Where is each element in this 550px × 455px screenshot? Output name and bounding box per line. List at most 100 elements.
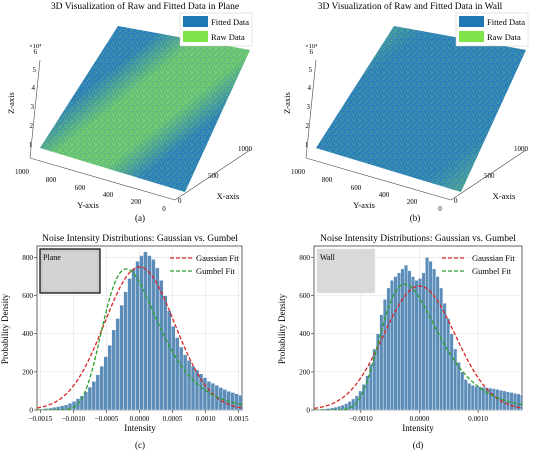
panel-b-caption: (b): [410, 213, 421, 223]
panel-b-y-tick: 1000: [291, 168, 306, 176]
panel-c-inset-label: Plane: [43, 253, 61, 262]
panel-a-z-tick: 1: [29, 141, 33, 149]
panel-b-y-tick: 400: [379, 191, 390, 199]
panel-a-caption: (a): [135, 213, 145, 223]
panel-c-y-tick-label: 0: [29, 407, 33, 415]
panel-b-x-tick: 1000: [514, 145, 529, 153]
panel-c-legend-label-gumbel: Gumbel Fit: [196, 266, 236, 276]
panel-d-bar: [463, 379, 468, 410]
panel-d-bar: [393, 276, 398, 410]
panel-c-y-tick-label: 800: [22, 254, 33, 262]
panel-d-inset-photo: [316, 248, 376, 294]
panel-a-legend: Fitted Data Raw Data: [179, 12, 253, 47]
panel-b-y-tick: 0: [438, 205, 442, 213]
panel-d: Noise Intensity Distributions: Gaussian …: [277, 234, 528, 450]
panel-c-curve-gumbel: [37, 268, 242, 410]
panel-d-bar: [520, 394, 522, 410]
panel-d-curves: [314, 283, 522, 410]
panel-c-bar: [171, 325, 176, 410]
panel-d-bar: [347, 401, 352, 410]
panel-c-x-tick-label: −0.0005: [95, 415, 119, 423]
panel-d-y-ticks: 0 200 400 600 800: [299, 254, 314, 415]
panel-c-ylabel: Probability Density: [0, 293, 10, 364]
panel-a-legend-swatch-raw: [183, 31, 208, 42]
panel-c-bar: [151, 259, 156, 410]
panel-c-legend: Gaussian Fit Gumbel Fit: [170, 253, 239, 276]
panel-a-title: 3D Visualization of Raw and Fitted Data …: [51, 1, 239, 12]
panel-a-z-ticks: 1 2 3 4 5 6: [29, 48, 38, 149]
panel-c-bar: [147, 255, 152, 410]
panel-a-z-tick: 3: [31, 103, 35, 111]
panel-d-bar: [411, 276, 415, 410]
panel-a-plane: [40, 26, 250, 192]
panel-c-title: Noise Intensity Distributions: Gaussian …: [42, 234, 238, 244]
panel-d-bar: [491, 388, 496, 410]
panel-d-legend-label-gaussian: Gaussian Fit: [472, 253, 515, 263]
panel-d-bar: [509, 392, 514, 410]
panel-a-legend-swatch-fitted: [183, 16, 208, 27]
panel-b-z-tick: 5: [309, 66, 313, 74]
panel-d-bar: [446, 318, 451, 410]
panel-b-x-ticks: 0 500 1000: [454, 145, 529, 205]
panel-c-bar: [123, 291, 128, 410]
panel-b-z-tick: 2: [306, 122, 310, 130]
panel-d-bar: [477, 386, 482, 410]
panel-b-y-tick: 200: [407, 198, 418, 206]
panel-c-bar: [135, 261, 140, 410]
panel-d-x-tick-label: 0.0000: [410, 415, 430, 423]
panel-c-bar: [163, 295, 168, 410]
panel-d-x-tick-label: −0.0010: [349, 415, 373, 423]
panel-c-bar: [178, 346, 184, 410]
panel-d-inset-label: Wall: [320, 253, 336, 262]
panel-d-bar: [425, 257, 430, 410]
panel-d-bar: [524, 396, 528, 410]
panel-c-x-tick-label: 0.0000: [130, 415, 150, 423]
panel-c-curves: [37, 266, 242, 410]
panel-c-x-tick-label: 0.0010: [196, 415, 216, 423]
panel-d-bar: [414, 280, 419, 410]
panel-d-bar: [421, 272, 426, 410]
panel-a-z-tick: 6: [34, 48, 38, 56]
panel-a-z-tick: 2: [30, 122, 34, 130]
panel-c-bar: [190, 365, 196, 410]
panel-c-bar: [202, 377, 208, 410]
panel-d-y-tick-label: 200: [299, 368, 310, 376]
panel-b-title: 3D Visualization of Raw and Fitted Data …: [318, 1, 503, 12]
panel-d-inset: Wall: [316, 248, 376, 294]
panel-c-y-tick-label: 600: [22, 292, 33, 300]
panel-d-bar: [397, 272, 401, 410]
panel-c-bar: [155, 267, 160, 410]
panel-c-bar: [167, 310, 172, 410]
panel-a-z-multiplier: ×10⁴: [29, 43, 42, 50]
panel-b-z-tick: 3: [307, 103, 311, 111]
panel-d-bar: [474, 385, 479, 410]
panel-a-y-tick: 200: [131, 198, 142, 206]
panel-d-bar: [382, 299, 387, 410]
panel-b-y-tick: 600: [351, 184, 362, 192]
panel-a-x-ticks: 0 500 1000: [178, 145, 253, 205]
panel-a-z-tick: 5: [33, 66, 37, 74]
panel-b-z-multiplier: ×10⁴: [305, 43, 318, 50]
panel-d-bar: [404, 264, 408, 410]
panel-d-bar: [375, 333, 380, 410]
panel-c-bar: [111, 329, 116, 410]
panel-a-y-tick: 0: [162, 205, 166, 213]
panel-b-legend: Fitted Data Raw Data: [455, 12, 529, 47]
panel-d-bar: [460, 371, 465, 410]
panel-c-bar: [115, 318, 120, 410]
panel-d-bar: [400, 268, 405, 410]
panel-b-y-tick: 800: [322, 176, 333, 184]
panel-b-plane: [316, 26, 526, 192]
panel-b-legend-label-fitted: Fitted Data: [487, 17, 525, 27]
panel-d-ylabel: Probability Density: [277, 293, 287, 364]
panel-c-x-ticks: −0.0015 −0.0010 −0.0005 0.0000 0.0005 0.0010 0…: [28, 410, 249, 423]
panel-a-y-tick: 600: [75, 184, 86, 192]
panel-c-x-tick-label: −0.0010: [61, 415, 85, 423]
panel-c-bar: [206, 381, 212, 410]
panel-c-bars: [40, 251, 242, 410]
panel-b-z-tick: 6: [310, 48, 314, 56]
panel-d-bars: [319, 257, 528, 410]
panel-a-y-tick: 800: [46, 176, 57, 184]
panel-c-x-tick-label: −0.0015: [28, 415, 52, 423]
